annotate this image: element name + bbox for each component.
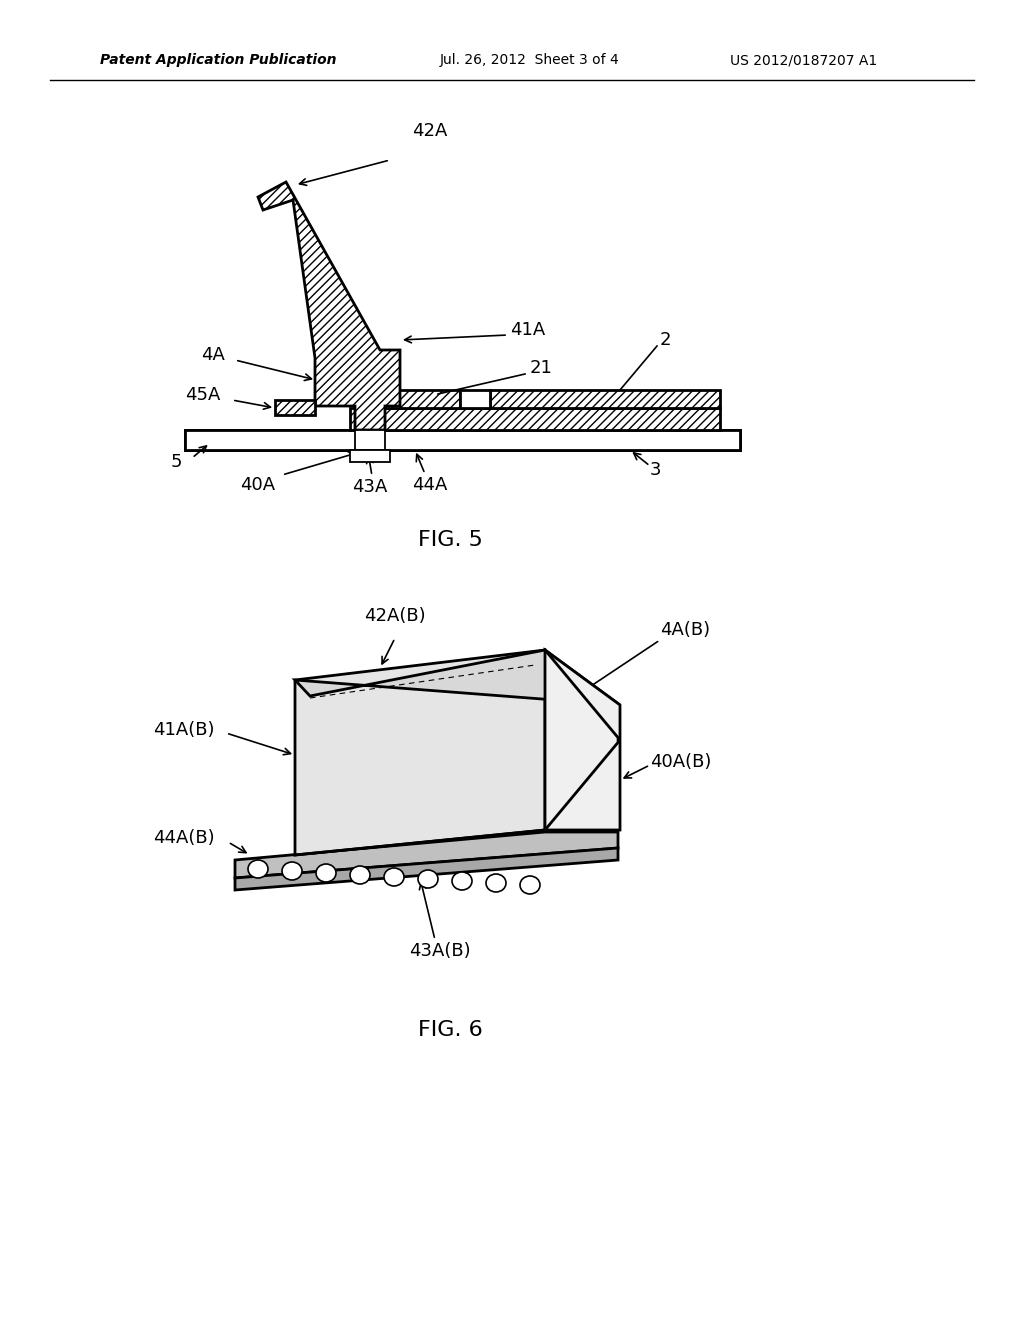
Text: 4A(B): 4A(B) — [660, 620, 710, 639]
Ellipse shape — [418, 870, 438, 888]
Text: Jul. 26, 2012  Sheet 3 of 4: Jul. 26, 2012 Sheet 3 of 4 — [440, 53, 620, 67]
Text: 5: 5 — [171, 453, 182, 471]
Text: 40A: 40A — [241, 477, 275, 494]
Text: 43A(B): 43A(B) — [410, 942, 471, 960]
Text: FIG. 6: FIG. 6 — [418, 1020, 482, 1040]
Bar — [460, 389, 490, 408]
Bar — [355, 430, 385, 450]
Polygon shape — [295, 649, 620, 705]
Text: 21: 21 — [530, 359, 553, 378]
Text: 4A: 4A — [201, 346, 225, 364]
Ellipse shape — [452, 873, 472, 890]
Text: 43A: 43A — [352, 478, 388, 496]
Text: 45A: 45A — [184, 385, 220, 404]
Ellipse shape — [282, 862, 302, 880]
Ellipse shape — [248, 861, 268, 878]
Polygon shape — [545, 649, 620, 830]
Bar — [185, 430, 740, 450]
Text: FIG. 5: FIG. 5 — [418, 531, 482, 550]
Polygon shape — [234, 832, 618, 878]
Text: 2: 2 — [660, 331, 672, 348]
Ellipse shape — [350, 866, 370, 884]
Bar — [385, 389, 460, 408]
Polygon shape — [234, 847, 618, 890]
Bar — [350, 408, 720, 430]
Polygon shape — [275, 400, 315, 414]
Ellipse shape — [384, 869, 404, 886]
Ellipse shape — [520, 876, 540, 894]
Polygon shape — [185, 430, 740, 450]
Text: 42A(B): 42A(B) — [365, 607, 426, 624]
Polygon shape — [258, 182, 400, 430]
Text: 42A: 42A — [413, 121, 447, 140]
Text: 44A: 44A — [413, 477, 447, 494]
Bar — [490, 389, 720, 408]
Text: Patent Application Publication: Patent Application Publication — [100, 53, 337, 67]
Polygon shape — [295, 649, 545, 855]
Bar — [350, 450, 390, 462]
Text: 3: 3 — [650, 461, 662, 479]
Ellipse shape — [486, 874, 506, 892]
Text: 40A(B): 40A(B) — [650, 752, 712, 771]
Ellipse shape — [316, 865, 336, 882]
Text: 41A: 41A — [510, 321, 545, 339]
Text: US 2012/0187207 A1: US 2012/0187207 A1 — [730, 53, 878, 67]
Text: 41A(B): 41A(B) — [154, 721, 215, 739]
Text: 44A(B): 44A(B) — [154, 829, 215, 847]
